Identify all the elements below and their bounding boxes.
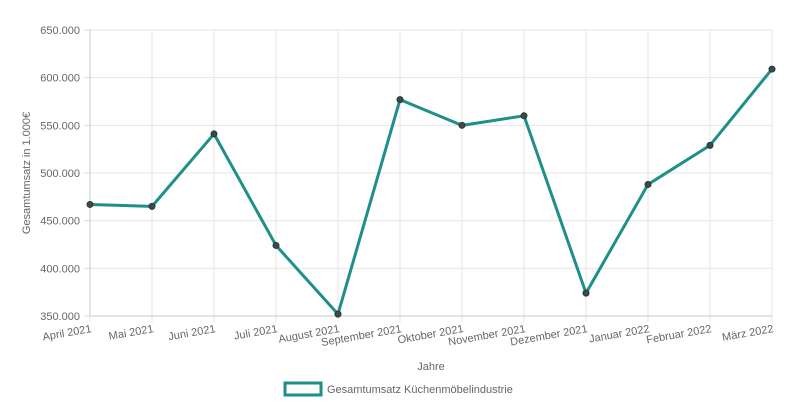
- y-tick-label: 550.000: [40, 120, 80, 132]
- data-point[interactable]: [148, 202, 156, 210]
- y-tick-label: 350.000: [40, 311, 80, 323]
- x-tick-label: Juni 2021: [167, 323, 216, 343]
- y-tick-label: 600.000: [40, 73, 80, 85]
- y-tick-label: 650.000: [40, 25, 80, 37]
- data-point[interactable]: [520, 112, 528, 120]
- data-point[interactable]: [644, 180, 652, 188]
- data-point[interactable]: [86, 200, 94, 208]
- data-point[interactable]: [272, 241, 280, 249]
- data-point[interactable]: [396, 96, 404, 104]
- grid: [84, 29, 773, 322]
- y-axis-label: Gesamtumsatz in 1.000€: [21, 112, 33, 234]
- x-tick-label: April 2021: [42, 323, 93, 343]
- y-tick-label: 450.000: [40, 216, 80, 228]
- x-axis-label: Jahre: [417, 361, 445, 373]
- x-tick-label: Juli 2021: [233, 323, 278, 342]
- x-axis-ticks: April 2021 Mai 2021 Juni 2021 Juli 2021 Augu…: [42, 323, 775, 349]
- series: [86, 65, 776, 318]
- legend[interactable]: Gesamtumsatz Küchenmöbelindustrie: [283, 381, 513, 397]
- x-tick-label: Januar 2022: [588, 323, 650, 345]
- legend-swatch: [283, 381, 323, 397]
- x-tick-label: März 2022: [721, 323, 774, 344]
- data-point[interactable]: [706, 141, 714, 149]
- data-point[interactable]: [582, 289, 590, 297]
- x-tick-label: Mai 2021: [108, 323, 155, 343]
- series-line: [89, 68, 774, 316]
- data-point[interactable]: [768, 65, 776, 73]
- x-tick-label: Februar 2022: [645, 323, 712, 346]
- y-axis-ticks: 350.000 400.000 450.000 500.000 550.000 600.0…: [40, 25, 80, 323]
- y-tick-label: 500.000: [40, 168, 80, 180]
- legend-label: Gesamtumsatz Küchenmöbelindustrie: [327, 384, 513, 396]
- data-point[interactable]: [458, 121, 466, 129]
- data-point[interactable]: [210, 130, 218, 138]
- y-tick-label: 400.000: [40, 263, 80, 275]
- data-point[interactable]: [334, 310, 342, 318]
